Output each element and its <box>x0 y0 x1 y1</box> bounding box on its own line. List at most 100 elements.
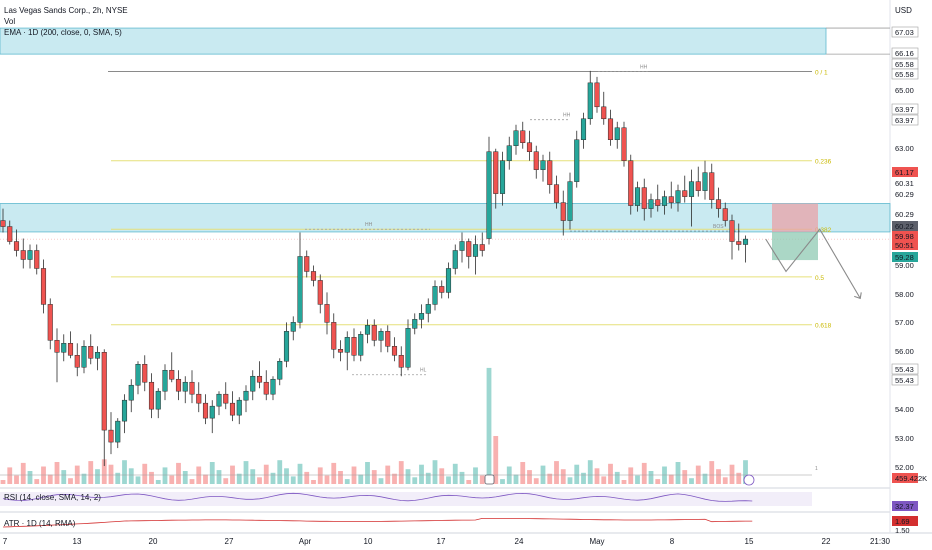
price-axis-tag <box>891 68 919 80</box>
candle-body <box>641 187 647 209</box>
volume-bar <box>7 467 13 484</box>
candle-body <box>67 343 74 356</box>
price-axis-label: 58.00 <box>895 290 914 299</box>
volume-bar <box>182 471 188 484</box>
candle <box>54 328 60 383</box>
volume-bar <box>324 475 330 484</box>
candle <box>88 334 94 365</box>
time-axis-label: 21:30 <box>870 537 891 546</box>
candle-body <box>182 381 188 392</box>
candle-body <box>351 337 357 356</box>
volume-bar <box>486 367 492 484</box>
candle-body <box>155 390 161 410</box>
candle <box>74 343 80 377</box>
volume-bar <box>128 468 134 484</box>
volume-bar <box>344 479 350 484</box>
price-axis-label: 66.16 <box>895 49 914 58</box>
candle-body <box>418 313 425 320</box>
candle-body <box>513 130 519 146</box>
candle-body <box>594 82 600 108</box>
volume-bar <box>27 471 33 484</box>
volume-bar <box>533 478 539 484</box>
candle <box>385 325 391 353</box>
candle-body <box>270 378 276 395</box>
candle-body <box>580 118 587 140</box>
volume-bar <box>587 460 593 484</box>
volume-bar <box>81 473 87 484</box>
candle-body <box>553 184 560 203</box>
candle <box>216 391 222 416</box>
candle-body <box>715 199 722 209</box>
candle <box>243 385 249 413</box>
volume-bar <box>338 471 343 484</box>
volume-bar <box>547 473 553 484</box>
volume-bar <box>135 476 141 484</box>
volume-bar <box>419 464 424 484</box>
take-profit-box <box>772 231 818 261</box>
candle <box>742 235 749 263</box>
volume-bar <box>20 462 26 484</box>
candle <box>425 298 431 323</box>
candle-body <box>520 130 526 143</box>
candle-body <box>94 352 101 359</box>
price-axis-label: 32.37 <box>895 502 914 511</box>
candle <box>621 121 627 167</box>
volume-label: Vol <box>4 17 16 26</box>
volume-bar <box>304 471 310 484</box>
candle <box>628 154 634 215</box>
price-axis-tag <box>892 240 918 250</box>
volume-bar <box>439 468 445 484</box>
volume-bar <box>365 462 370 484</box>
candle <box>236 397 242 425</box>
candle-body <box>547 160 553 185</box>
volume-bar <box>317 467 323 484</box>
candle-body <box>655 199 661 206</box>
candle-body <box>702 172 708 191</box>
volume-bar <box>608 463 613 484</box>
candle-body <box>479 244 485 251</box>
candle <box>574 130 580 188</box>
candle-body <box>277 361 283 380</box>
candle-body <box>34 250 40 269</box>
candle <box>641 178 647 221</box>
candle-body <box>331 322 337 350</box>
volume-bar <box>88 461 94 484</box>
volume-bar <box>614 471 620 484</box>
volume-bar <box>277 460 283 484</box>
volume-bar <box>108 464 114 484</box>
candle <box>40 259 47 314</box>
candle-body <box>412 319 418 329</box>
candle-body <box>0 220 6 227</box>
candle <box>290 316 296 341</box>
volume-bar <box>392 473 397 484</box>
candle <box>175 370 182 401</box>
price-axis-tag <box>892 501 918 511</box>
price-axis-label: 50:51 <box>895 241 914 250</box>
candle-body <box>148 381 155 410</box>
candle-body <box>13 241 20 251</box>
volume-bar <box>702 473 708 484</box>
volume-bar <box>729 464 735 484</box>
candle-body <box>364 325 371 335</box>
projection-path <box>765 228 861 299</box>
structure-tag: HH <box>365 222 373 228</box>
candle-body <box>695 181 701 191</box>
time-axis-label: 24 <box>515 537 524 546</box>
candle <box>277 358 283 386</box>
price-axis-tag <box>891 114 919 126</box>
volume-bar <box>34 479 40 484</box>
candle-body <box>709 172 715 200</box>
volume-bar <box>459 471 465 484</box>
time-axis-label: 10 <box>364 537 373 546</box>
fib-level-label: 0.236 <box>815 159 832 166</box>
price-axis-label: 59.28 <box>895 253 914 262</box>
price-axis-tag <box>892 473 918 483</box>
candle-body <box>560 202 566 221</box>
candle <box>250 370 256 401</box>
volume-bar <box>722 477 728 484</box>
candle <box>594 76 600 113</box>
candle <box>661 190 668 215</box>
structure-tag: HH <box>640 64 648 70</box>
volume-bar <box>378 478 384 484</box>
